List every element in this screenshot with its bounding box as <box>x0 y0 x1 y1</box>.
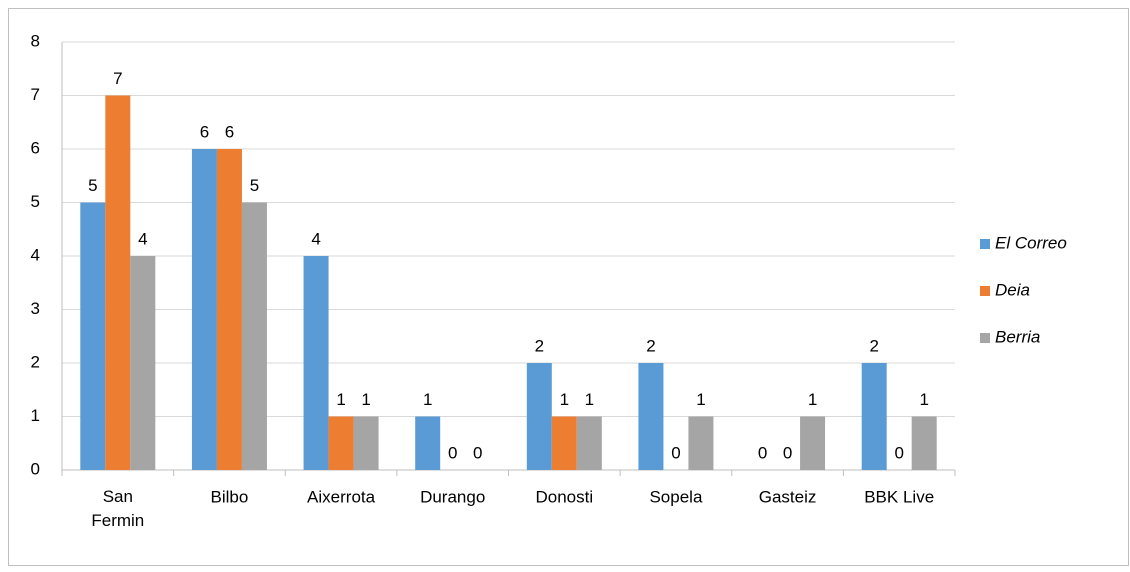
data-label: 0 <box>473 443 482 462</box>
bar <box>911 416 937 470</box>
legend-label: El Correo <box>995 233 1067 252</box>
legend-label: Berria <box>995 327 1040 346</box>
x-tick-label: Aixerrota <box>307 487 376 506</box>
data-label: 6 <box>225 122 234 141</box>
data-label: 2 <box>869 336 878 355</box>
bar <box>688 416 714 470</box>
bar <box>130 256 156 470</box>
x-tick-label-line: San <box>103 487 133 506</box>
bar <box>328 416 354 470</box>
bar <box>638 363 664 470</box>
legend-swatch <box>980 239 990 249</box>
x-tick-label: San Fermin <box>91 487 144 530</box>
data-label: 1 <box>585 390 594 409</box>
bar <box>861 363 887 470</box>
x-tick-label: BBK Live <box>864 487 934 506</box>
data-label: 0 <box>758 443 767 462</box>
data-label: 6 <box>200 122 209 141</box>
chart-border <box>8 8 1129 566</box>
y-tick-label: 3 <box>31 299 40 318</box>
data-label: 1 <box>336 390 345 409</box>
data-label: 1 <box>808 390 817 409</box>
data-label: 7 <box>113 69 122 88</box>
bar <box>80 202 106 470</box>
bar <box>415 416 441 470</box>
data-label: 1 <box>423 390 432 409</box>
data-label: 1 <box>696 390 705 409</box>
bar <box>576 416 602 470</box>
y-tick-label: 8 <box>31 31 40 50</box>
y-tick-label: 4 <box>31 245 40 264</box>
bar <box>526 363 552 470</box>
bar <box>191 149 217 470</box>
x-tick-label: Donosti <box>535 487 593 506</box>
data-label: 1 <box>361 390 370 409</box>
data-label: 0 <box>783 443 792 462</box>
data-label: 1 <box>560 390 569 409</box>
y-tick-label: 7 <box>31 85 40 104</box>
data-label: 2 <box>535 336 544 355</box>
y-tick-label: 5 <box>31 192 40 211</box>
data-label: 2 <box>646 336 655 355</box>
legend-swatch <box>980 333 990 343</box>
data-label: 5 <box>88 176 97 195</box>
data-label: 4 <box>311 229 320 248</box>
data-label: 0 <box>894 443 903 462</box>
legend-swatch <box>980 286 990 296</box>
x-tick-label: Durango <box>420 487 485 506</box>
x-tick-label-line: Fermin <box>91 511 144 530</box>
y-tick-label: 2 <box>31 352 40 371</box>
data-label: 0 <box>448 443 457 462</box>
bar <box>551 416 577 470</box>
x-tick-label: Bilbo <box>211 487 249 506</box>
bar <box>216 149 242 470</box>
bar <box>241 202 267 470</box>
bar <box>353 416 379 470</box>
y-tick-label: 6 <box>31 138 40 157</box>
x-tick-label: Sopela <box>649 487 702 506</box>
x-tick-label: Gasteiz <box>759 487 817 506</box>
y-tick-label: 1 <box>31 406 40 425</box>
legend-label: Deia <box>995 280 1030 299</box>
bar <box>105 95 131 470</box>
data-label: 5 <box>250 176 259 195</box>
y-tick-label: 0 <box>31 459 40 478</box>
data-label: 4 <box>138 229 147 248</box>
bar <box>303 256 329 470</box>
data-label: 0 <box>671 443 680 462</box>
data-label: 1 <box>919 390 928 409</box>
bar <box>800 416 826 470</box>
